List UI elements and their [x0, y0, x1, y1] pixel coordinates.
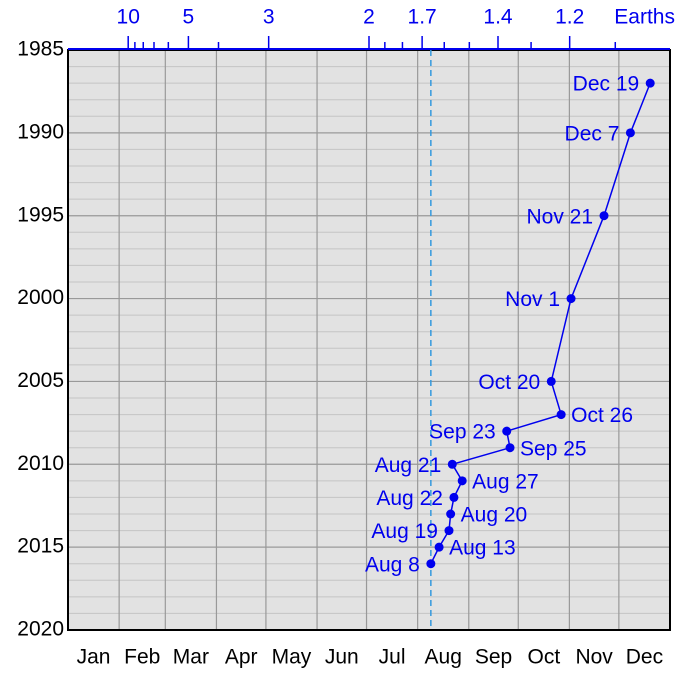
y-tick-label: 1995: [17, 203, 64, 226]
data-point: [447, 459, 457, 469]
y-tick-label: 1985: [17, 38, 64, 61]
x-tick-label: Jun: [325, 646, 359, 669]
x-tick-label: Jan: [77, 646, 111, 669]
point-label: Aug 21: [375, 454, 442, 477]
point-label: Sep 25: [520, 437, 587, 460]
y-tick-label: 2020: [17, 618, 64, 641]
x-tick-label: May: [272, 646, 312, 669]
y-tick-label: 2010: [17, 452, 64, 475]
data-point: [625, 128, 635, 138]
x2-tick-label: 1.4: [483, 6, 513, 29]
x2-tick-label: 5: [183, 6, 195, 29]
point-label: Aug 20: [461, 504, 528, 527]
point-label: Nov 21: [526, 205, 593, 228]
y-tick-label: 2005: [17, 369, 64, 392]
data-point: [566, 294, 576, 304]
y-tick-label: 2000: [17, 286, 64, 309]
x-tick-label: Feb: [124, 646, 160, 669]
data-point: [457, 476, 467, 486]
data-point: [599, 211, 609, 221]
x-tick-label: Aug: [425, 646, 462, 669]
point-label: Aug 22: [376, 487, 443, 510]
data-point: [426, 559, 436, 569]
point-label: Dec 7: [565, 122, 620, 145]
data-point: [505, 443, 515, 453]
point-label: Nov 1: [505, 288, 560, 311]
point-label: Sep 23: [429, 421, 496, 444]
point-label: Dec 19: [573, 73, 640, 96]
x2-tick-label: 1.2: [555, 6, 584, 29]
x2-tick-label: 10: [117, 6, 140, 29]
x-tick-label: Sep: [475, 646, 512, 669]
y-tick-label: 2015: [17, 535, 64, 558]
x-tick-label: Jul: [379, 646, 406, 669]
point-label: Oct 26: [571, 404, 633, 427]
x2-tick-label: 1.7: [408, 6, 437, 29]
point-label: Aug 27: [472, 470, 539, 493]
point-label: Aug 8: [365, 553, 420, 576]
data-point: [434, 542, 444, 552]
data-point: [446, 509, 456, 519]
data-point: [502, 426, 512, 436]
point-label: Aug 19: [371, 520, 438, 543]
x-tick-label: Apr: [225, 646, 258, 669]
x2-axis-label: Earths: [614, 6, 675, 29]
data-point: [645, 78, 655, 88]
x-tick-label: Dec: [626, 646, 663, 669]
data-point: [444, 526, 454, 536]
point-label: Aug 13: [449, 537, 516, 560]
x2-tick-label: 3: [263, 6, 275, 29]
x-tick-label: Oct: [527, 646, 560, 669]
x-tick-label: Nov: [575, 646, 613, 669]
x-tick-label: Mar: [173, 646, 209, 669]
y-tick-label: 1990: [17, 120, 64, 143]
data-point: [449, 492, 459, 502]
data-point: [556, 410, 566, 420]
x2-tick-label: 2: [363, 6, 375, 29]
data-point: [546, 376, 556, 386]
point-label: Oct 20: [478, 371, 540, 394]
